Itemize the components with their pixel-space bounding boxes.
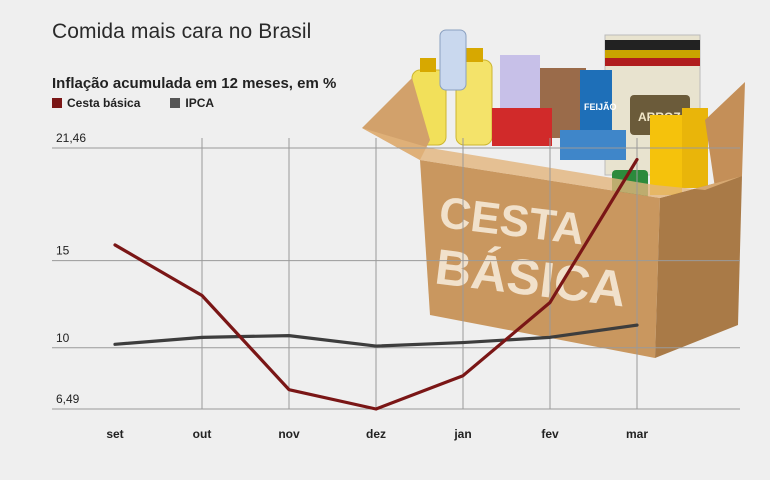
legend-swatch-cesta: [52, 98, 62, 108]
x-tick-label: nov: [278, 427, 300, 441]
cream-can-illustration: [560, 130, 626, 160]
y-axis-labels: 6,49 10 15 21,46: [56, 131, 86, 406]
x-tick-label: fev: [541, 427, 559, 441]
y-tick-label: 6,49: [56, 392, 80, 406]
chart-lines: [113, 157, 639, 411]
y-tick-label: 10: [56, 331, 70, 345]
legend-swatch-ipca: [170, 98, 181, 108]
chart-subtitle: Inflação acumulada em 12 meses, em %: [52, 75, 337, 92]
y-tick-label: 15: [56, 244, 70, 258]
chart-grid: [52, 138, 740, 410]
legend-label-cesta: Cesta básica: [67, 96, 141, 110]
legend-item-ipca: IPCA: [170, 96, 214, 110]
grocery-box-illustration: ARROZ FEIJÃO CESTA BÁSICA: [362, 29, 745, 358]
water-bottle-illustration: [439, 29, 467, 91]
y-tick-label: 21,46: [56, 131, 86, 145]
tomato-can-illustration: [492, 108, 552, 146]
x-tick-label: jan: [453, 427, 471, 441]
box-front: [420, 160, 660, 358]
x-tick-label: mar: [626, 427, 648, 441]
box-side: [655, 176, 742, 358]
x-tick-label: dez: [366, 427, 386, 441]
page-title: Comida mais cara no Brasil: [52, 20, 312, 43]
spaghetti-pack-illustration: [650, 115, 682, 195]
x-tick-label: out: [193, 427, 212, 441]
pack-feijao-label: FEIJÃO: [584, 102, 617, 112]
legend-item-cesta: Cesta básica: [52, 96, 140, 110]
feijao-pack-illustration: [580, 70, 612, 130]
x-axis-labels: set out nov dez jan fev mar: [106, 427, 648, 441]
legend: Cesta básica IPCA: [52, 96, 214, 110]
box-flap-right: [705, 82, 745, 188]
box-flap-left: [362, 78, 430, 160]
legend-label-ipca: IPCA: [185, 96, 215, 110]
x-tick-label: set: [106, 427, 123, 441]
